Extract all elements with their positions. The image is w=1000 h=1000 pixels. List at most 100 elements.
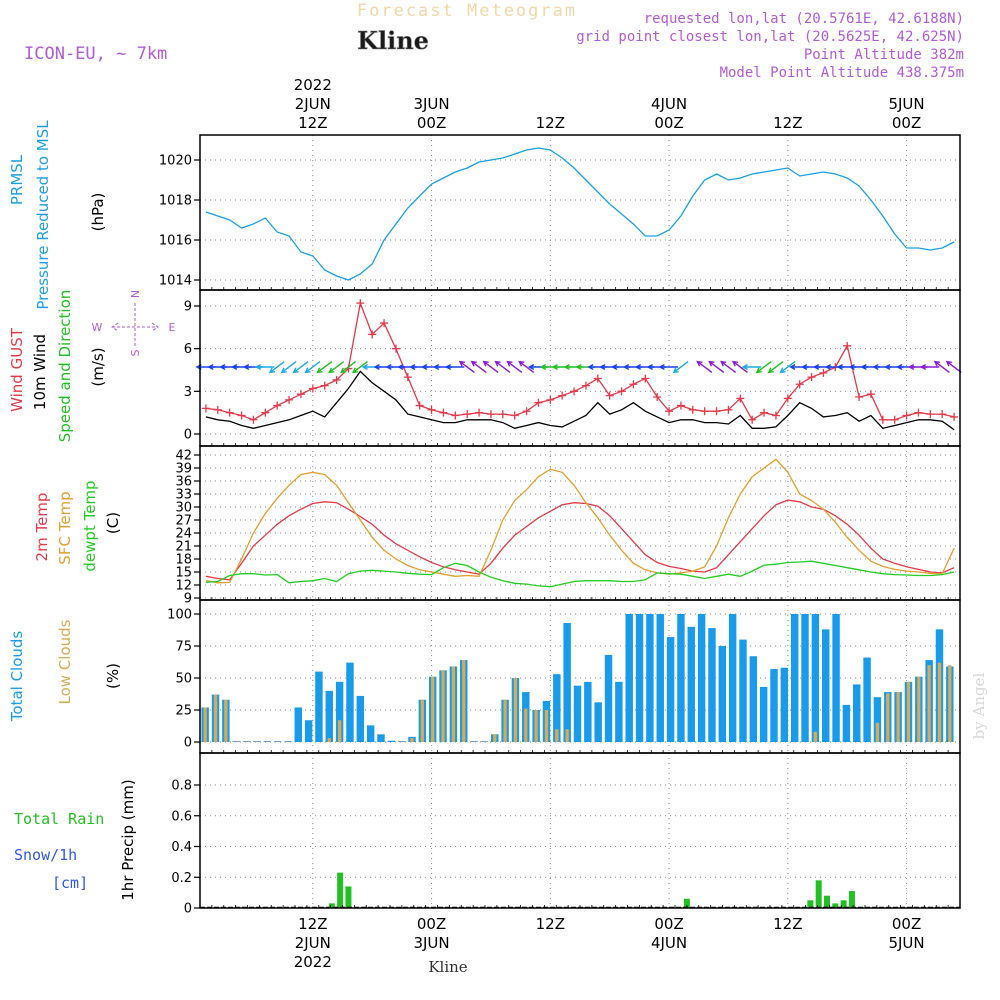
gust-marker xyxy=(783,394,792,403)
total-cloud-bar xyxy=(573,685,582,742)
gust-marker xyxy=(736,394,745,403)
gust-marker xyxy=(807,373,816,382)
low-cloud-bar xyxy=(203,707,207,742)
wind-arrow-icon xyxy=(470,360,487,373)
rain-bar xyxy=(345,886,352,908)
series-dewpt-temp xyxy=(205,560,955,588)
wind-arrow-icon xyxy=(708,360,725,373)
gust-marker xyxy=(522,407,531,416)
footer-station: Kline xyxy=(428,958,467,976)
temperature-label: (C) xyxy=(104,512,122,534)
precip-label: Snow/1h xyxy=(14,846,77,864)
rain-bar xyxy=(824,895,830,908)
time-label-top: 00Z xyxy=(892,114,921,132)
gust-marker xyxy=(213,405,222,414)
total-cloud-bar xyxy=(821,629,830,742)
wind-arrow-icon xyxy=(316,361,333,374)
pressure-ytick-label: 1018 xyxy=(159,194,192,209)
gust-marker xyxy=(926,410,935,419)
gust-marker xyxy=(950,412,959,421)
rain-bar xyxy=(815,880,822,908)
pressure-frame xyxy=(199,134,961,291)
low-cloud-bar xyxy=(906,681,911,742)
pressure-label: Pressure Reduced to MSL xyxy=(34,120,52,310)
compass-west: W xyxy=(92,321,103,334)
gust-marker xyxy=(938,410,947,419)
watermark: by Angel xyxy=(970,672,988,739)
precip-ytick-label: 0.6 xyxy=(171,809,192,824)
info-requested: requested lon,lat (20.5761E, 42.6188N) xyxy=(644,11,964,27)
low-cloud-bar xyxy=(224,699,228,742)
time-label-bottom: 4JUN xyxy=(651,934,687,952)
pressure-ytick-label: 1014 xyxy=(159,274,192,289)
compass-arrows-icon xyxy=(111,303,159,347)
rain-bar xyxy=(840,900,847,908)
gust-marker xyxy=(795,380,804,389)
wind-label: (m/s) xyxy=(89,347,107,386)
low-cloud-bar xyxy=(493,734,497,742)
time-label-top: 5JUN xyxy=(888,95,924,113)
wind-arrow-icon xyxy=(328,361,345,374)
wind-ytick-label: 6 xyxy=(184,342,192,357)
low-cloud-bar xyxy=(451,666,456,742)
total-cloud-bar xyxy=(397,741,406,742)
wind-arrow-icon xyxy=(933,360,950,373)
gust-marker xyxy=(866,390,875,399)
total-cloud-bar xyxy=(687,626,695,742)
wind-ytick-label: 9 xyxy=(184,300,192,315)
wind-arrow-icon xyxy=(340,361,357,374)
total-cloud-bar xyxy=(625,614,633,742)
clouds-ytick-label: 75 xyxy=(175,640,192,655)
time-label-top: 12Z xyxy=(773,114,802,132)
low-cloud-bar xyxy=(927,665,931,742)
total-cloud-bar xyxy=(480,741,489,742)
wind-ytick-label: 3 xyxy=(184,385,192,400)
gust-marker xyxy=(201,404,210,413)
time-label-bottom: 00Z xyxy=(417,915,446,933)
wind-arrow-icon xyxy=(506,360,523,373)
clouds-ytick-label: 0 xyxy=(184,736,192,751)
precip-ytick-label: 0.8 xyxy=(171,779,192,794)
station-title: Kline xyxy=(357,26,429,55)
gust-marker xyxy=(463,410,472,419)
total-cloud-bar xyxy=(335,681,344,742)
wind-arrow-icon xyxy=(518,360,535,373)
total-cloud-bar xyxy=(377,734,385,742)
total-cloud-bar xyxy=(356,695,365,742)
gust-marker xyxy=(570,387,579,396)
series-10m-wind xyxy=(205,370,955,431)
time-label-bottom: 12Z xyxy=(298,915,327,933)
total-cloud-bar xyxy=(842,704,851,742)
gust-marker xyxy=(249,415,258,424)
low-cloud-bar xyxy=(917,676,921,742)
total-cloud-bar xyxy=(232,741,240,742)
total-cloud-bar xyxy=(677,614,685,742)
total-cloud-bar xyxy=(315,671,323,742)
rain-bar xyxy=(848,891,855,908)
clouds-ytick-label: 25 xyxy=(175,704,192,719)
wind-arrow-icon xyxy=(292,361,309,374)
gust-marker xyxy=(902,411,911,420)
gust-marker xyxy=(237,411,246,420)
gust-marker xyxy=(593,374,602,383)
gust-marker xyxy=(285,395,294,404)
time-label-bottom: 2JUN xyxy=(295,934,331,952)
time-label-top: 3JUN xyxy=(413,95,449,113)
clouds-ytick-label: 50 xyxy=(175,672,192,687)
gust-marker xyxy=(760,408,769,417)
precip-ytick-label: 0 xyxy=(184,902,192,917)
low-cloud-bar xyxy=(948,665,952,742)
wind-arrow-icon xyxy=(280,361,297,374)
total-cloud-bar xyxy=(832,614,840,742)
clouds-label: Total Clouds xyxy=(8,631,26,723)
temperature-ytick-label: 36 xyxy=(175,475,192,490)
wind-arrow-icon xyxy=(268,361,285,374)
low-cloud-bar xyxy=(462,660,466,742)
gust-marker xyxy=(914,408,923,417)
total-cloud-bar xyxy=(253,741,261,742)
clouds-ytick-label: 100 xyxy=(167,608,192,623)
wind-arrow-icon xyxy=(696,360,713,373)
total-cloud-bar xyxy=(697,614,706,742)
time-label-bottom: 00Z xyxy=(892,915,921,933)
temperature-ytick-label: 21 xyxy=(175,540,192,555)
